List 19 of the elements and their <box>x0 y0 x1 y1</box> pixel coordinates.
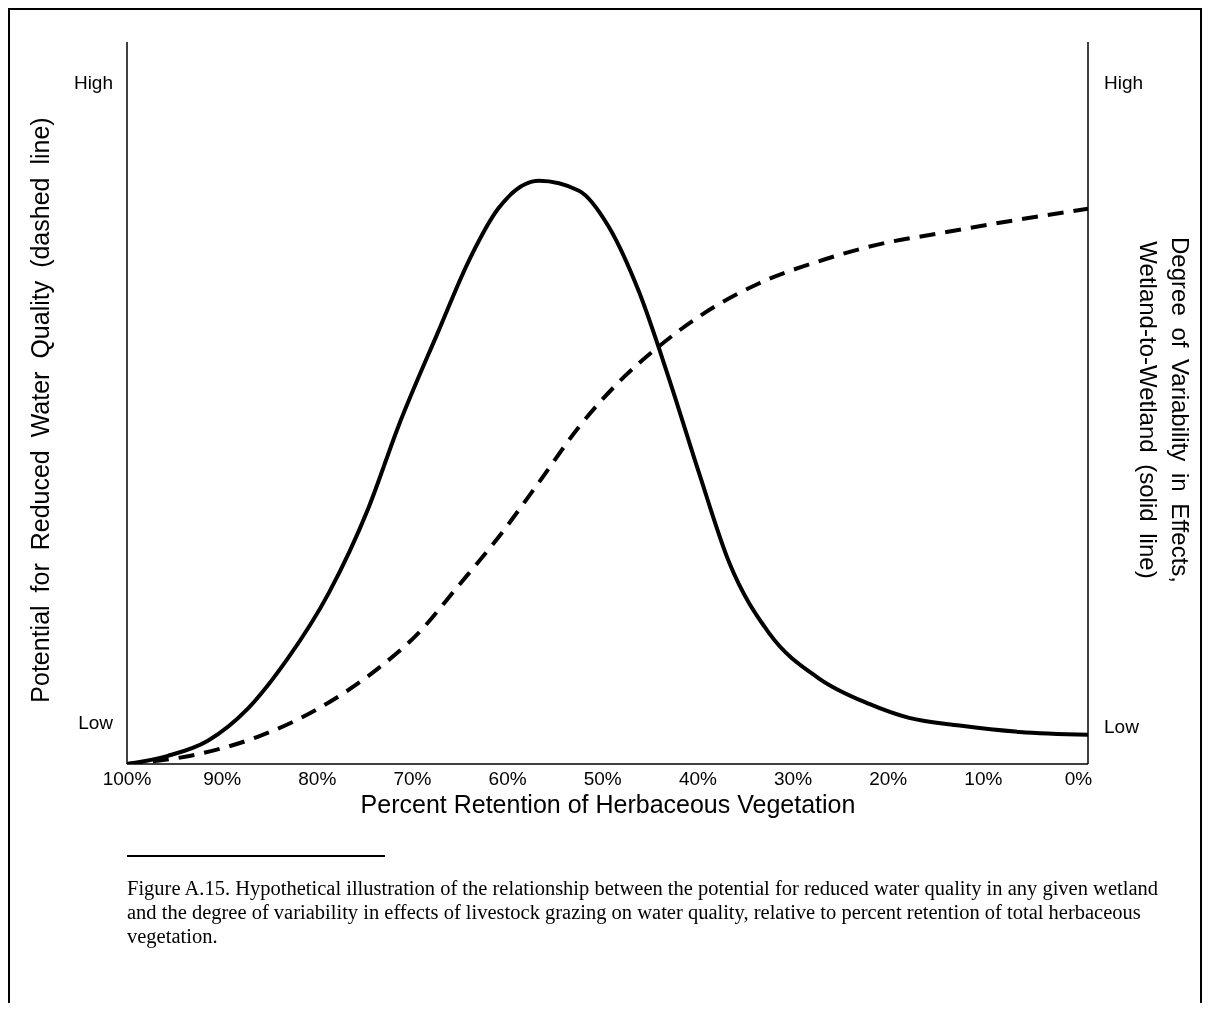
x-tick-label: 60% <box>488 768 527 790</box>
x-tick-label: 20% <box>869 768 908 790</box>
y2-axis-title: Degree of Variability in Effects, Wetland-to-Wetland (solid line) <box>1134 236 1195 585</box>
text: High <box>1103 72 1145 94</box>
x-tick-label: 0% <box>1064 768 1093 790</box>
x-tick-label: 70% <box>393 768 432 790</box>
x-tick-label: 80% <box>298 768 337 790</box>
x-tick-label: 10% <box>964 768 1003 790</box>
x-tick-label: 90% <box>203 768 242 790</box>
y-axis-title: Potential for Reduced Water Quality (dashed line) <box>25 116 55 705</box>
x-tick-label: 100% <box>102 768 152 790</box>
text: Figure A.15. Hypothetical illustration of the relationship between the potential for reduced water quality in any given wetland and the degree of variability in effects of livestock grazing on water quality, relative to percent retention of total herbaceous vegetation. <box>127 876 1159 948</box>
text: High <box>72 72 114 94</box>
text: Low <box>1103 716 1140 738</box>
x-axis-title: Percent Retention of Herbaceous Vegetation <box>359 790 857 819</box>
x-tick-label: 40% <box>678 768 718 790</box>
text: Low <box>77 712 114 734</box>
x-tick-label: 50% <box>583 768 622 790</box>
x-tick-label: 30% <box>774 768 813 790</box>
